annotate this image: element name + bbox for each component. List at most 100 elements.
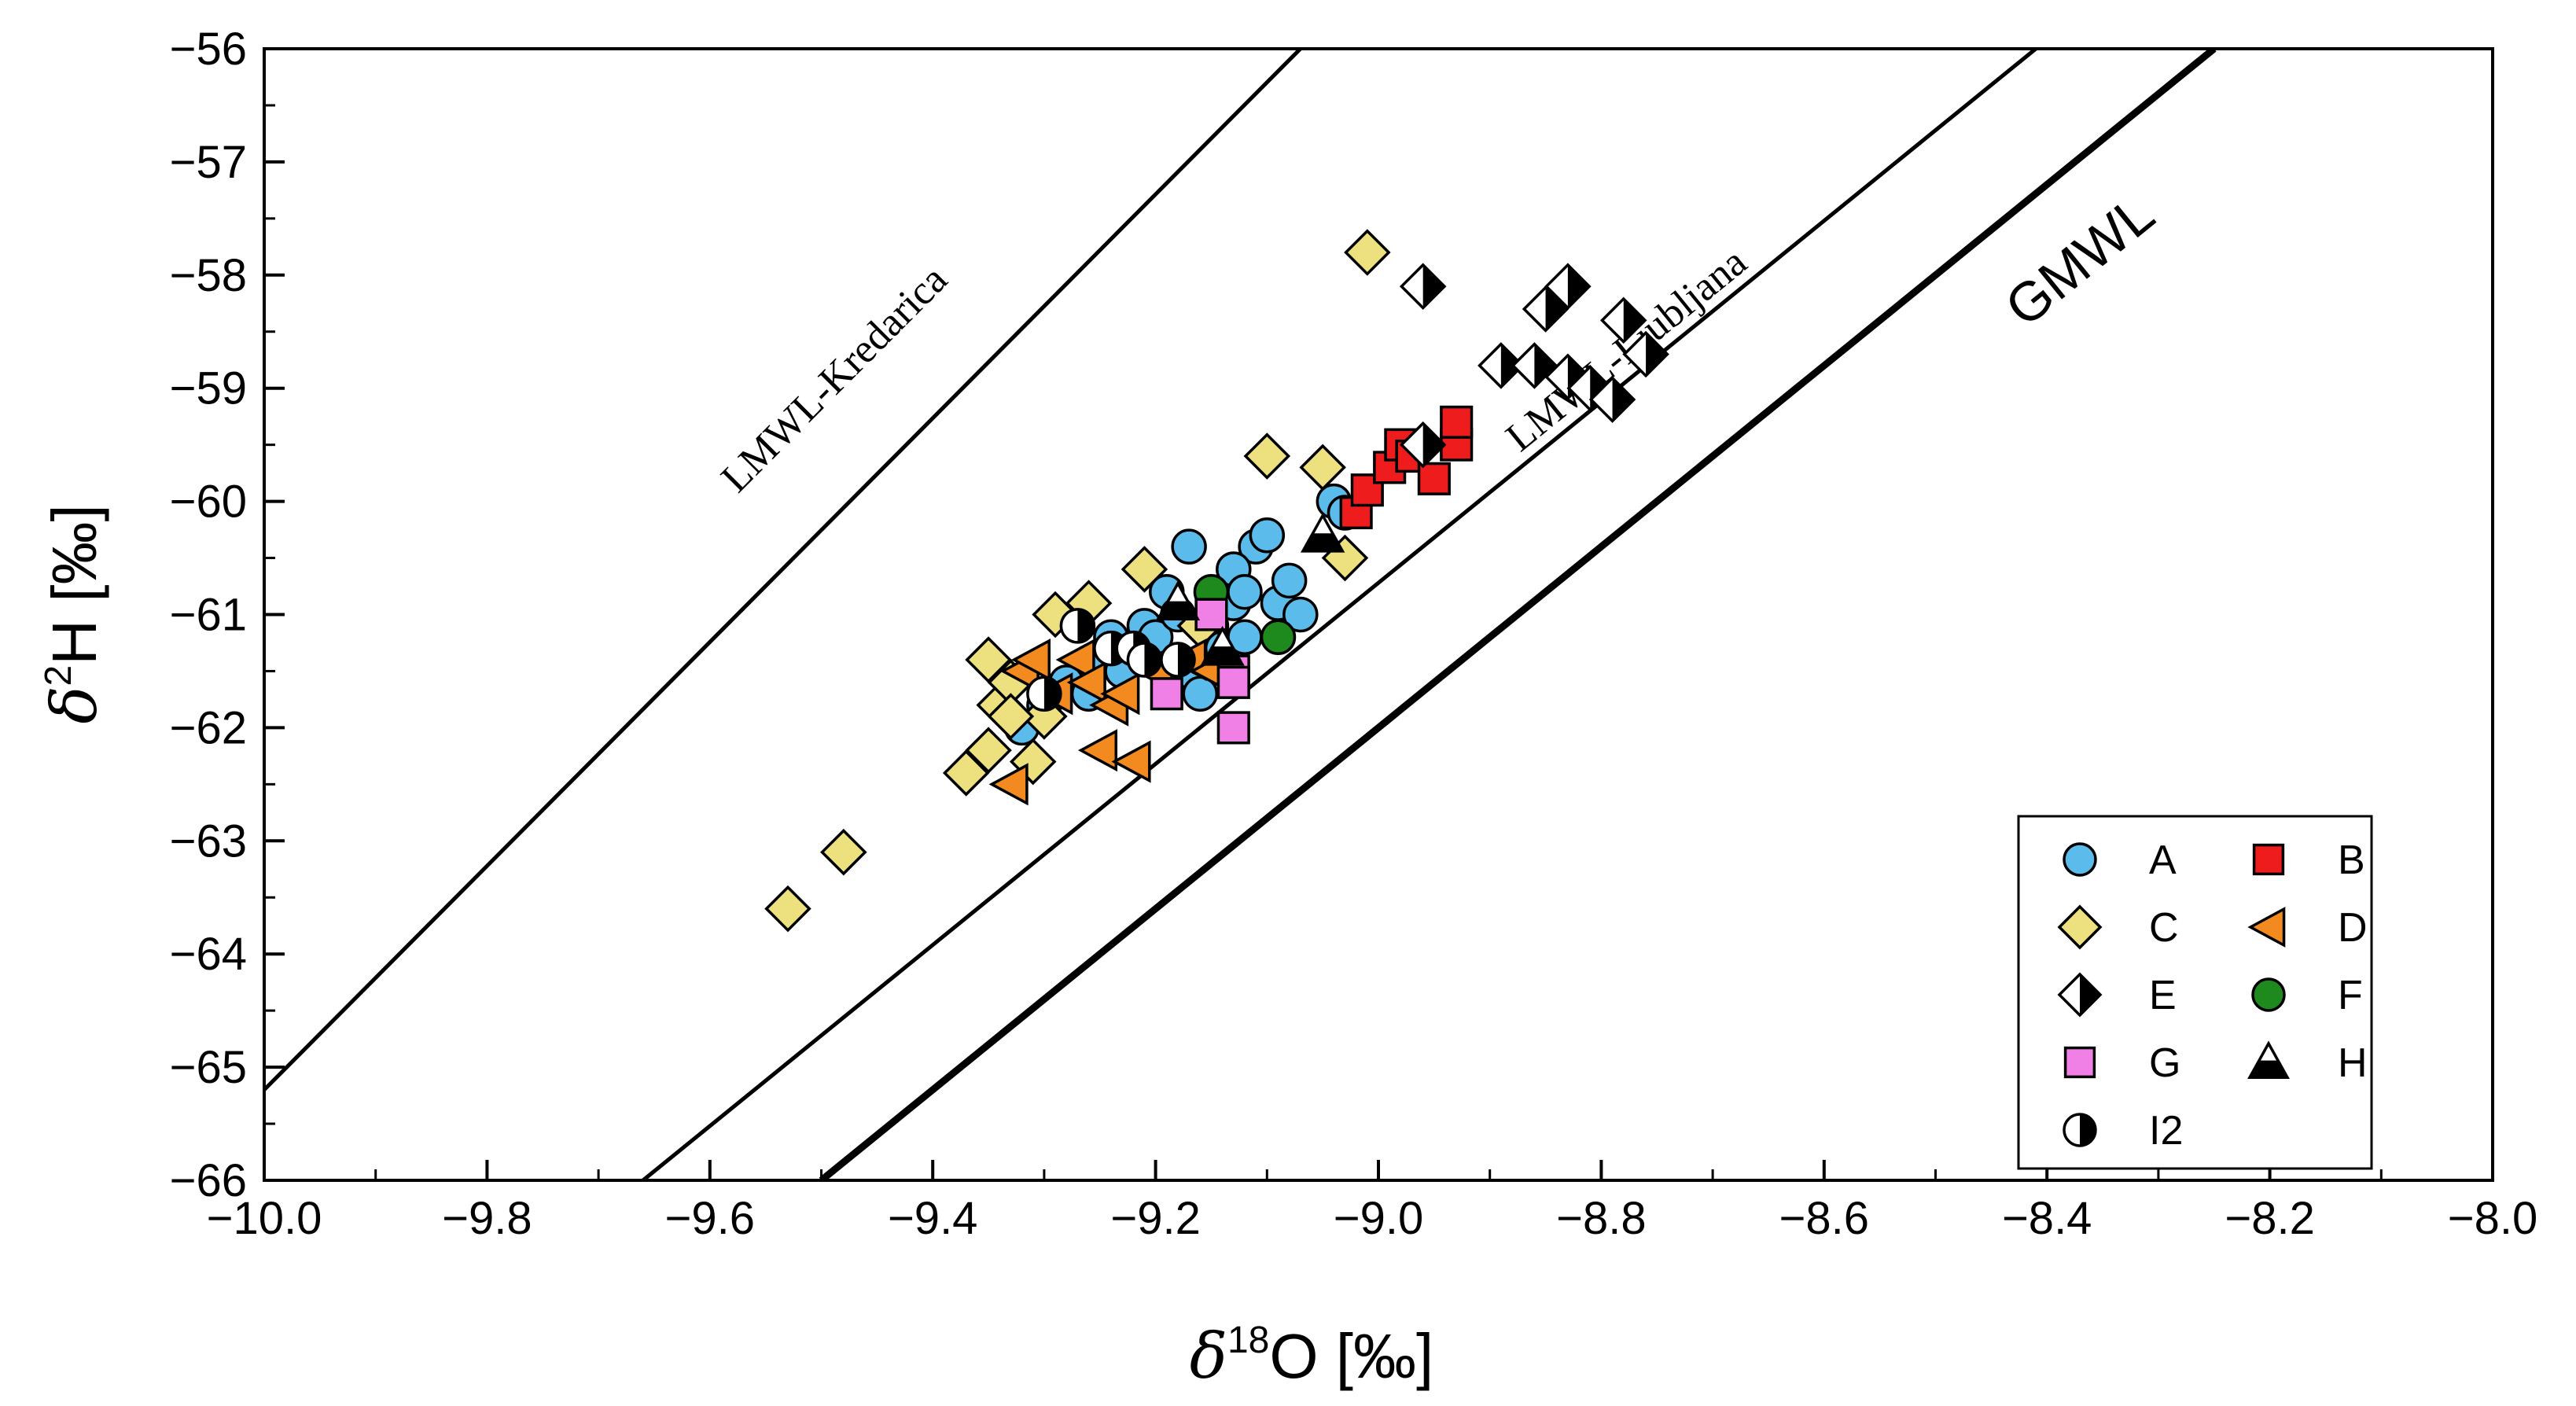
x-tick-label: −9.8 [442,1193,532,1244]
x-axis-ticks: −10.0 −9.8 −9.6 −9.4 −9.2 −9.0 −8.8 −8.6 −8.4 −8.… [207,1160,2538,1244]
legend-label-h: H [2338,1040,2368,1086]
reference-line-gmwl [819,49,2217,1180]
legend-marker-c [2057,904,2103,950]
legend-label-g: G [2149,1040,2180,1086]
reference-lines [264,49,2217,1180]
legend-label-c: C [2149,905,2179,951]
y-tick-label: −66 [170,1155,247,1206]
series-c [764,229,1391,933]
point-a [1171,528,1207,565]
point-i2 [1059,608,1096,644]
y-axis-title-superscript: 2 [38,665,79,686]
y-tick-label: −59 [170,363,247,414]
reference-line-label: LMWL-Kredarica [713,257,956,501]
point-c [820,828,867,876]
point-i2 [1160,642,1196,678]
legend-label-f: F [2338,973,2363,1018]
point-c [1121,546,1168,593]
point-d [1100,672,1140,716]
x-tick-label: −9.0 [1334,1193,1424,1244]
point-h [1155,580,1201,621]
x-tick-label: −8.4 [2002,1193,2092,1244]
x-axis-title-symbol: δ [1190,1320,1227,1393]
point-b [1417,462,1451,495]
point-g [1194,598,1228,631]
point-c [965,636,1012,683]
point-g [1216,711,1250,745]
legend-marker-e [2057,972,2103,1018]
point-c [987,693,1035,740]
y-tick-label: −61 [170,590,247,641]
point-e [1544,263,1592,310]
legend-marker-d [2247,907,2286,948]
x-tick-label: −9.2 [1110,1193,1201,1244]
y-axis-title-symbol: δ [38,686,111,723]
y-tick-label: −60 [170,477,247,528]
series-e [1399,263,1669,469]
y-tick-label: −65 [170,1042,247,1093]
y-tick-label: −63 [170,815,247,867]
point-c [1243,432,1291,480]
point-d [1077,729,1118,772]
x-tick-label: −9.4 [888,1193,978,1244]
point-e [1522,285,1570,333]
legend-marker-b [2252,843,2285,876]
point-d [988,763,1029,806]
point-c [1344,229,1391,276]
point-a [1271,562,1308,599]
y-tick-label: −64 [170,929,247,980]
y-axis-ticks: −66 −65 −64 −63 −62 −61 −60 −59 −58 −57 −56 [170,24,285,1206]
y-axis-title-text: H [‰] [39,504,109,664]
point-f [1260,619,1297,656]
x-tick-label: −8.2 [2225,1193,2315,1244]
legend-marker-h [2247,1040,2290,1079]
x-tick-label: −10.0 [207,1193,322,1244]
point-d [1111,740,1151,783]
point-d [1055,638,1095,682]
legend-label-i2: I2 [2149,1108,2183,1154]
x-axis-title-superscript: 18 [1227,1320,1269,1361]
reference-line-lmwl-kredarica [264,49,1302,1091]
legend-label-b: B [2338,837,2365,883]
point-b [1350,473,1384,507]
point-e [1399,263,1447,310]
point-h [1300,512,1345,553]
x-axis-title-text: O [‰] [1269,1321,1433,1391]
reference-line-lmwl-ljubljana [642,49,2037,1180]
point-e [1588,376,1636,423]
legend-marker-f [2251,977,2286,1012]
point-d [1010,638,1051,682]
y-axis-title: δ2H [‰] [38,504,111,723]
x-tick-label: −8.0 [2448,1193,2538,1244]
series-b [1339,405,1474,530]
point-i2 [1126,642,1163,678]
point-e [1399,421,1447,469]
point-i2 [1026,675,1062,712]
legend-marker-g [2063,1046,2096,1079]
point-b [1440,405,1474,439]
x-tick-label: −9.6 [665,1193,756,1244]
legend-label-a: A [2149,837,2177,883]
point-e [1599,296,1647,344]
y-tick-label: −58 [170,250,247,301]
y-tick-label: −57 [170,137,247,188]
legend: A B C D E F G H I2 [2017,815,2373,1170]
point-c [965,727,1012,774]
point-c [764,885,811,933]
x-tick-label: −8.8 [1556,1193,1647,1244]
legend-marker-a [2063,842,2097,877]
point-a [1282,596,1319,633]
point-c [1299,444,1346,491]
point-g [1216,665,1250,699]
data-markers [764,229,1669,933]
legend-label-e: E [2149,973,2177,1018]
series-i2 [1026,608,1196,712]
series-h [1155,512,1345,666]
point-e [1622,330,1669,378]
y-tick-label: −56 [170,24,247,75]
point-a [1249,517,1286,554]
point-d [1066,661,1106,704]
point-h [1200,625,1245,666]
point-c [942,749,990,797]
